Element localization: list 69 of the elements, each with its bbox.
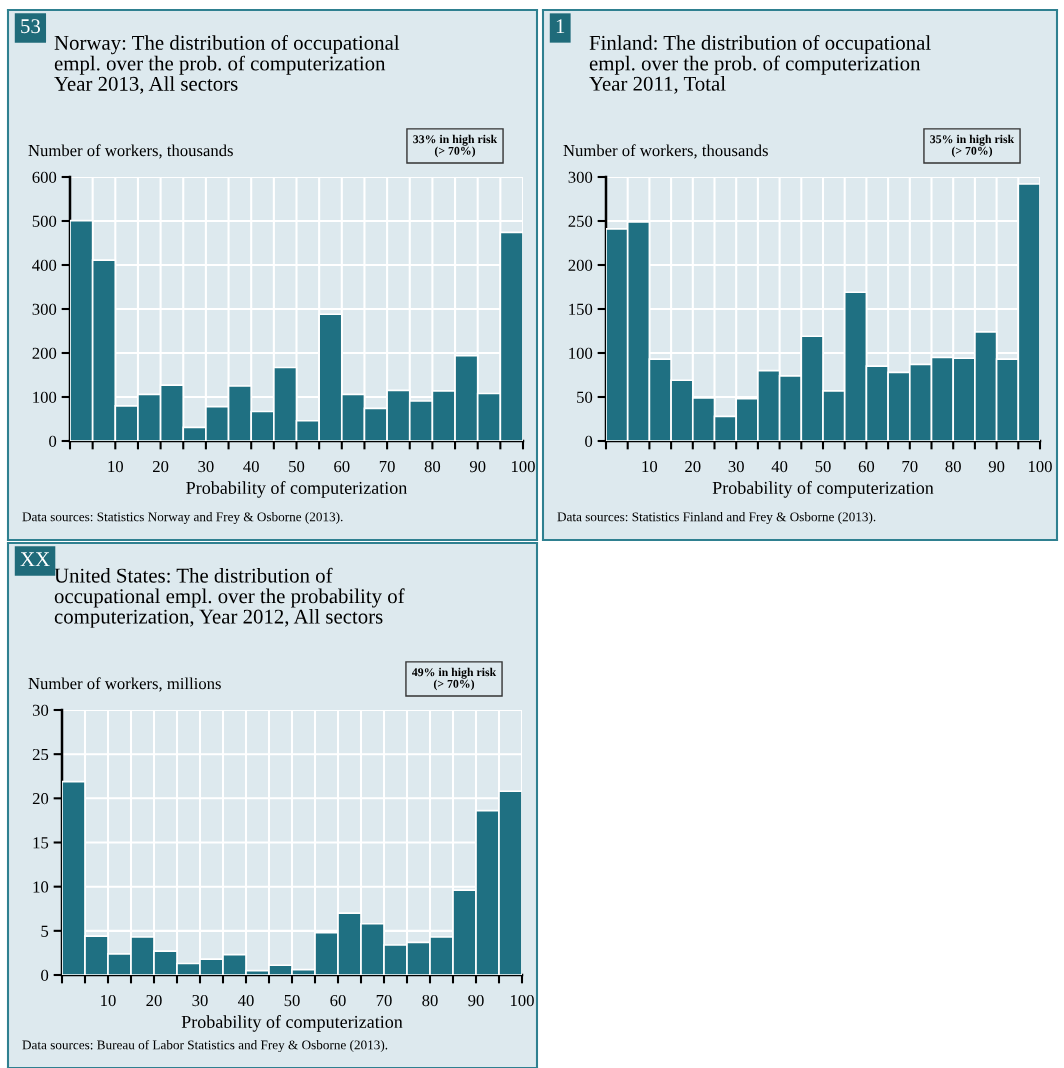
x-axis-title: Probability of computerization (181, 1015, 403, 1032)
text: 49% in high risk (> 70%) (412, 667, 497, 691)
y-tick-label: 0 (49, 435, 57, 447)
x-tick-label: 40 (771, 460, 788, 473)
x-tick-label: 90 (469, 460, 486, 473)
y-tick-label: 30 (32, 704, 49, 716)
chart-title: Norway: The distribution of occupational empl. over the prob. of computerization Year 2013, All sectors (54, 35, 400, 94)
x-tick-label: 90 (988, 460, 1005, 473)
x-tick-label: 90 (468, 994, 484, 1007)
y-tick-label: 300 (568, 171, 593, 183)
x-tick-label: 50 (815, 460, 831, 473)
y-tick-label: 25 (32, 748, 49, 761)
text: Data sources: Bureau of Labor Statistics and Frey & Osborne (2013). (22, 1039, 388, 1053)
y-tick-label: 100 (569, 347, 593, 359)
y-axis-title: Number of workers, millions (28, 677, 221, 692)
x-tick-label: 20 (685, 460, 701, 473)
y-tick-label: 200 (32, 347, 57, 359)
text: 35% in high risk (> 70%) (930, 134, 1015, 158)
chart-title: United States: The distribution of occupational empl. over the probability of computerization, Year 2012, All sectors (54, 567, 405, 628)
y-tick-label: 15 (33, 837, 49, 849)
x-tick-label: 100 (511, 460, 535, 473)
x-tick-label: 30 (728, 460, 744, 473)
x-tick-label: 60 (858, 460, 875, 473)
text: XX (20, 552, 50, 567)
x-tick-label: 20 (153, 460, 169, 473)
text: Data sources: Statistics Finland and Frey & Osborne (2013). (557, 512, 876, 524)
y-tick-label: 100 (33, 391, 57, 403)
x-tick-label: 80 (424, 460, 441, 473)
x-tick-label: 10 (642, 460, 658, 473)
y-tick-label: 600 (32, 171, 57, 183)
x-tick-label: 30 (198, 460, 214, 473)
y-tick-label: 5 (41, 925, 49, 937)
x-tick-label: 80 (422, 994, 438, 1007)
x-tick-label: 50 (284, 994, 300, 1007)
y-tick-label: 250 (568, 215, 593, 227)
x-tick-label: 70 (902, 460, 918, 473)
x-tick-label: 70 (379, 460, 395, 473)
chart-title: Finland: The distribution of occupational empl. over the prob. of computerization Year 2011, Total (589, 35, 931, 94)
x-tick-label: 60 (334, 460, 350, 473)
x-axis-title: Probability of computerization (712, 481, 934, 498)
y-tick-label: 0 (585, 435, 593, 447)
x-tick-label: 70 (376, 994, 392, 1007)
y-tick-label: 300 (32, 303, 57, 315)
x-tick-label: 100 (510, 994, 534, 1007)
x-tick-label: 10 (101, 994, 116, 1007)
text: 53 (21, 19, 41, 34)
y-tick-label: 50 (577, 391, 593, 403)
x-tick-label: 50 (289, 460, 305, 473)
y-tick-label: 150 (569, 303, 593, 315)
y-tick-label: 10 (33, 881, 49, 893)
x-tick-label: 80 (945, 460, 961, 473)
x-axis-title: Probability of computerization (186, 481, 408, 498)
y-tick-label: 20 (32, 793, 49, 805)
y-axis-title: Number of workers, thousands (563, 144, 768, 159)
x-tick-label: 100 (1028, 460, 1052, 473)
text: 1 (556, 19, 565, 34)
x-tick-label: 30 (192, 994, 208, 1007)
y-tick-label: 200 (568, 259, 593, 271)
y-tick-label: 400 (32, 259, 57, 271)
x-tick-label: 40 (237, 994, 254, 1007)
x-tick-label: 10 (108, 460, 123, 473)
x-tick-label: 60 (330, 994, 346, 1007)
x-tick-label: 20 (146, 994, 162, 1007)
y-axis-title: Number of workers, thousands (28, 144, 233, 159)
y-tick-label: 0 (41, 969, 49, 981)
x-tick-label: 40 (243, 460, 259, 473)
text: 33% in high risk (> 70%) (413, 134, 498, 158)
text: Data sources: Statistics Norway and Frey & Osborne (2013). (22, 512, 343, 524)
y-tick-label: 500 (32, 215, 57, 227)
